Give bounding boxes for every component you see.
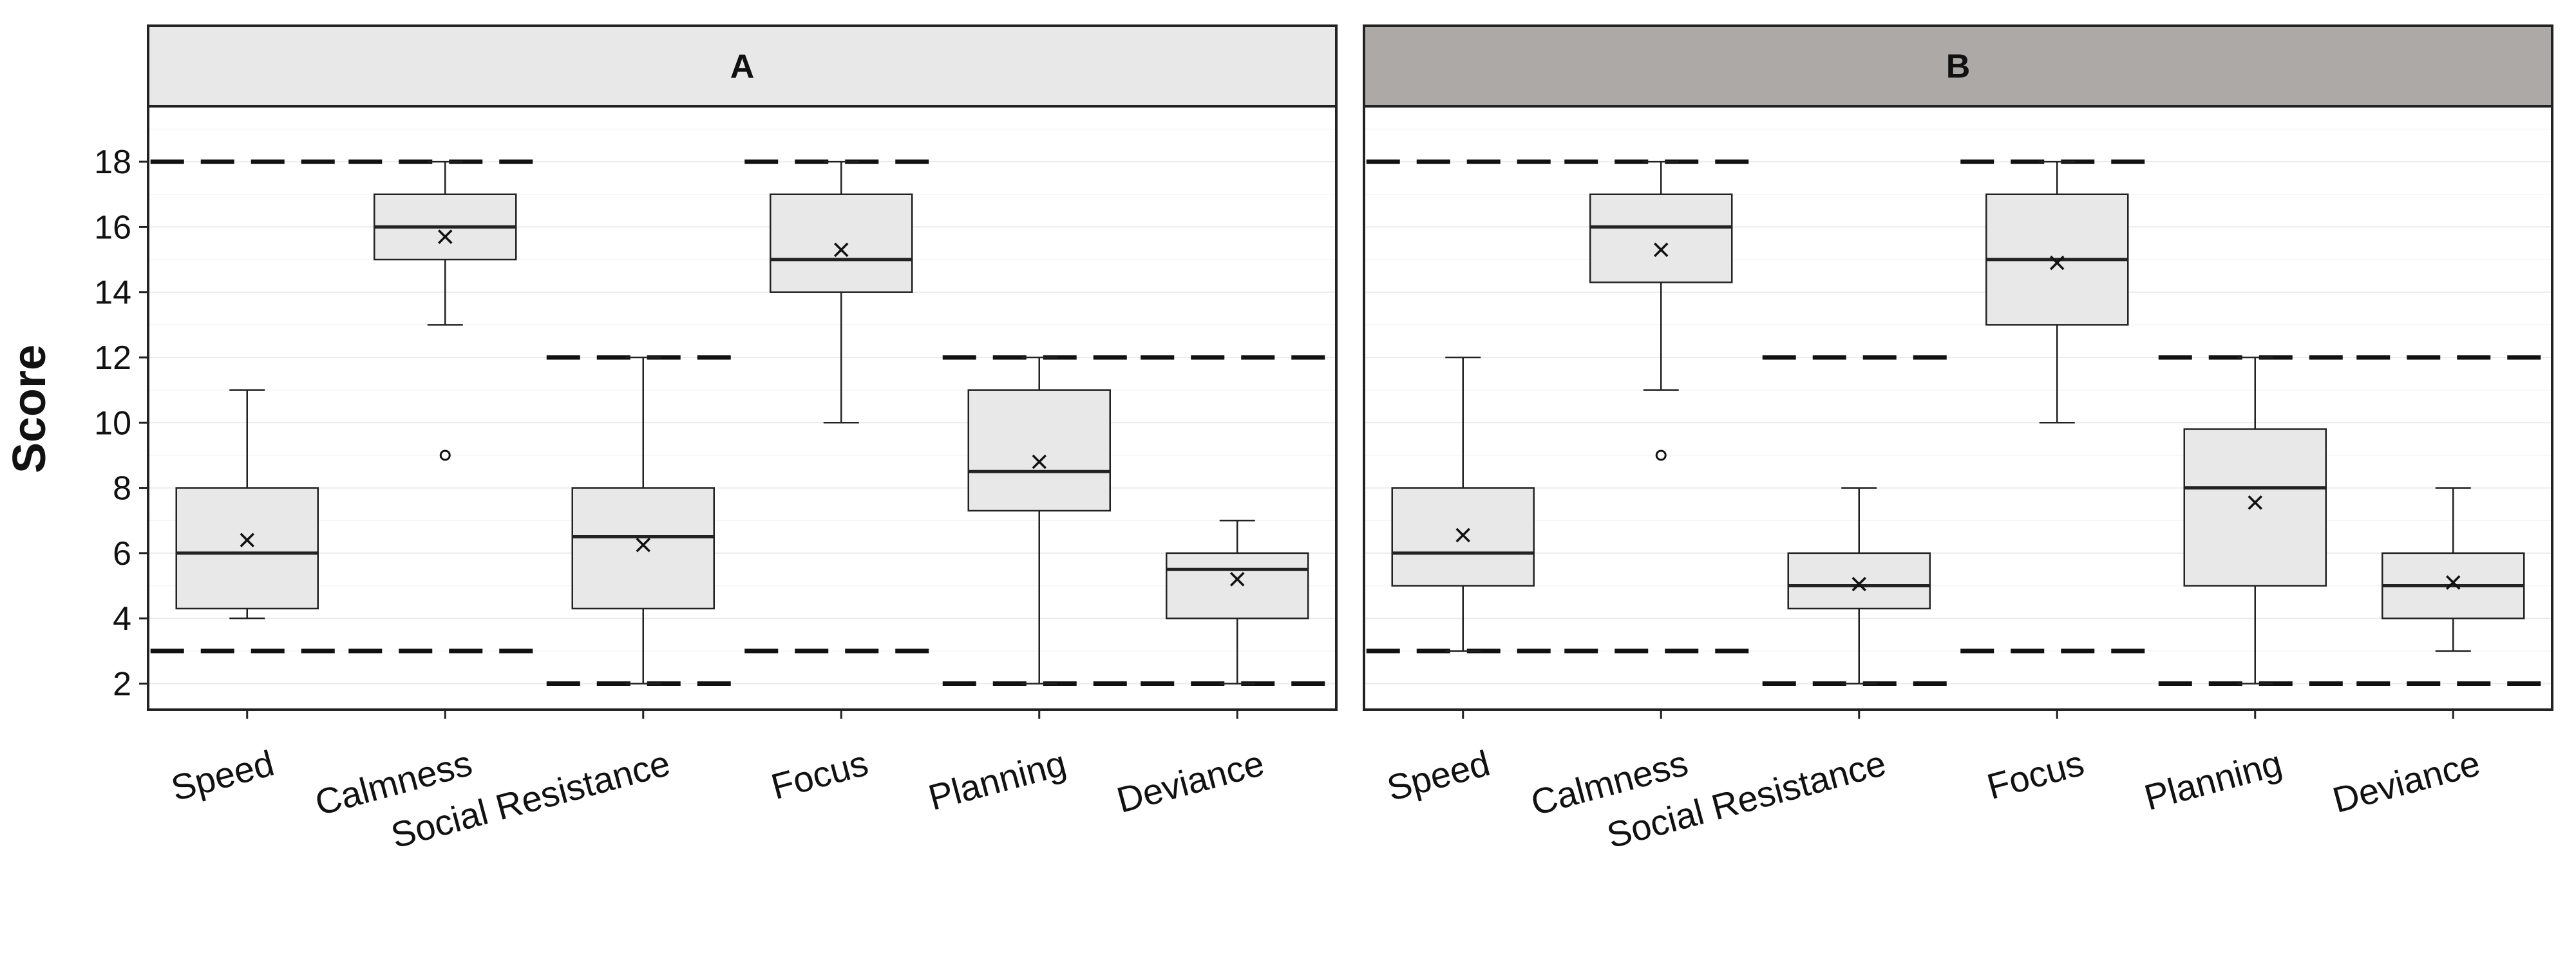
box-iqr (1787, 552, 1931, 610)
mean-marker (636, 537, 650, 553)
mean-marker (2248, 495, 2262, 510)
outlier-point (439, 450, 451, 461)
x-tick-label: Focus (1983, 743, 2088, 807)
facet-strip (147, 24, 1338, 108)
mean-marker-stroke (438, 229, 453, 244)
x-tick-label: Planning (2140, 743, 2286, 818)
mean-marker-stroke (1455, 527, 1470, 543)
mean-marker (438, 229, 453, 244)
facet-strip-label: B (1946, 48, 1971, 86)
x-tick-label: Speed (1383, 743, 1494, 809)
facet-strip-label: A (730, 48, 755, 86)
panel-border (147, 105, 1338, 711)
mean-marker-stroke (240, 533, 254, 547)
y-tick-label: 2 (113, 665, 131, 703)
mean-marker-stroke (2050, 255, 2065, 270)
mean-marker-stroke (1230, 572, 1245, 587)
y-tick-label: 14 (94, 274, 131, 312)
x-tick-label: Deviance (1113, 743, 1269, 820)
mean-marker-stroke (834, 242, 849, 258)
mean-marker (2050, 255, 2065, 270)
y-tick-label: 10 (94, 404, 131, 442)
box-iqr (571, 487, 715, 610)
mean-marker-stroke (2248, 495, 2262, 510)
box-iqr (967, 389, 1111, 512)
panel-border (1363, 105, 2553, 711)
mean-marker (1852, 576, 1866, 592)
mean-marker-stroke (2446, 575, 2461, 590)
mean-marker-stroke (1852, 576, 1866, 592)
mean-marker (1654, 242, 1669, 258)
mean-marker-stroke (1032, 454, 1046, 469)
box-iqr (770, 193, 913, 293)
mean-marker-stroke (636, 537, 650, 553)
outlier-point (1655, 450, 1667, 461)
box-iqr (1166, 552, 1309, 620)
mean-marker-stroke (1654, 242, 1669, 258)
y-tick-label: 18 (94, 144, 131, 181)
y-tick-label: 8 (113, 470, 131, 507)
x-tick-label: Deviance (2329, 743, 2485, 820)
y-tick-label: 4 (113, 600, 131, 638)
mean-marker (240, 533, 254, 547)
mean-marker (1230, 572, 1245, 587)
y-tick-label: 16 (94, 209, 131, 246)
box-iqr (175, 487, 319, 610)
mean-marker (2446, 575, 2461, 590)
box-iqr (1589, 193, 1733, 283)
x-tick-label: Speed (167, 743, 278, 809)
y-tick-label: 6 (113, 535, 131, 573)
box-iqr (2183, 428, 2327, 587)
x-tick-label: Focus (767, 743, 873, 807)
x-tick-label: Planning (924, 743, 1070, 818)
y-tick-label: 12 (94, 339, 131, 377)
mean-marker (1032, 454, 1046, 469)
mean-marker (834, 242, 849, 258)
box-iqr (1391, 487, 1535, 587)
y-axis-title: Score (4, 345, 55, 473)
mean-marker (1455, 527, 1470, 543)
